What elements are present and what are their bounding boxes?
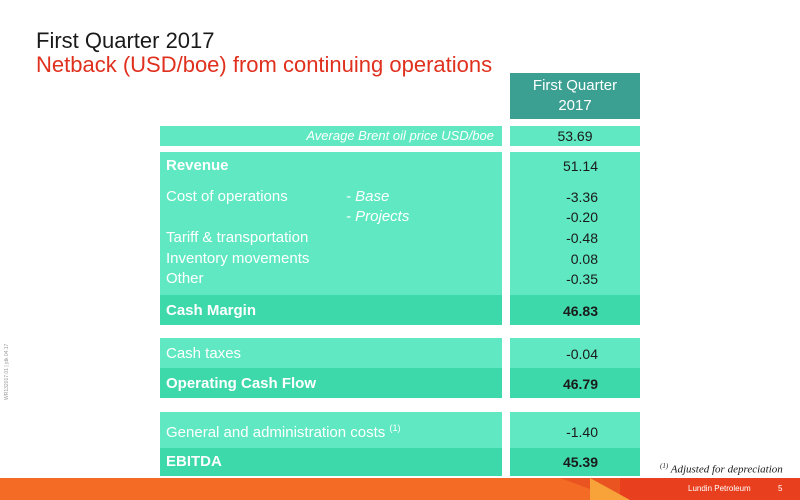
cash-taxes-label: Cash taxes	[166, 345, 242, 362]
side-reference-code: WR132017.01 | jdk 04.17	[4, 343, 10, 400]
ebitda-label-panel	[160, 448, 502, 476]
ga-footnote-ref: (1)	[389, 423, 401, 433]
brent-label-panel	[160, 126, 502, 146]
section1-label-panel	[160, 152, 502, 295]
ocf-label-panel	[160, 368, 502, 398]
base-label: - Base	[346, 188, 390, 205]
projects-label: - Projects	[346, 208, 410, 225]
ocf-value: 46.79	[562, 376, 598, 392]
ebitda-value: 45.39	[562, 454, 598, 470]
bottom-bar-light	[0, 478, 620, 500]
ga-value: -1.40	[566, 424, 598, 440]
tariff-value: -0.48	[566, 230, 598, 246]
brent-value: 53.69	[557, 128, 593, 144]
section3-value-panel	[510, 412, 640, 448]
revenue-label: Revenue	[166, 157, 229, 174]
footnote-ref: (1)	[660, 462, 669, 470]
ocf-value-panel	[510, 368, 640, 398]
page-title: First Quarter 2017	[36, 28, 215, 53]
tariff-label: Tariff & transportation	[166, 229, 309, 246]
section2-value-panel	[510, 338, 640, 368]
brand-name: Lundin Petroleum	[688, 484, 751, 493]
inventory-label: Inventory movements	[166, 250, 310, 267]
projects-value: -0.20	[566, 209, 598, 225]
other-label: Other	[166, 270, 204, 287]
column-header: First Quarter 2017	[510, 73, 640, 119]
section3-label-panel	[160, 412, 502, 448]
section2-label-panel	[160, 338, 502, 368]
revenue-value: 51.14	[562, 158, 598, 174]
inventory-value: 0.08	[570, 251, 598, 267]
cost-ops-label: Cost of operations	[166, 188, 288, 205]
cash-margin-value-panel	[510, 295, 640, 325]
cash-margin-label-panel	[160, 295, 502, 325]
brent-value-panel	[510, 126, 640, 146]
column-header-line1: First Quarter	[532, 77, 618, 94]
bottom-bar-shape-accent	[590, 478, 630, 500]
column-header-line2: 2017	[558, 97, 592, 114]
cash-margin-value: 46.83	[562, 303, 598, 319]
other-value: -0.35	[566, 271, 598, 287]
ga-label-text: General and administration costs	[166, 424, 386, 441]
ebitda-value-panel	[510, 448, 640, 476]
footnote: (1) Adjusted for depreciation	[660, 462, 783, 476]
footnote-text: Adjusted for depreciation	[670, 463, 783, 476]
page-number: 5	[778, 484, 783, 493]
ga-label: General and administration costs (1)	[166, 423, 400, 441]
section1-value-panel	[510, 152, 640, 295]
cash-margin-label: Cash Margin	[166, 302, 257, 319]
ebitda-label: EBITDA	[166, 453, 222, 470]
bottom-bar	[0, 478, 800, 500]
page-subtitle: Netback (USD/boe) from continuing operat…	[36, 52, 493, 77]
ocf-label: Operating Cash Flow	[166, 375, 317, 392]
brent-label: Average Brent oil price USD/boe	[306, 128, 494, 143]
cash-taxes-value: -0.04	[566, 346, 598, 362]
base-value: -3.36	[566, 189, 598, 205]
